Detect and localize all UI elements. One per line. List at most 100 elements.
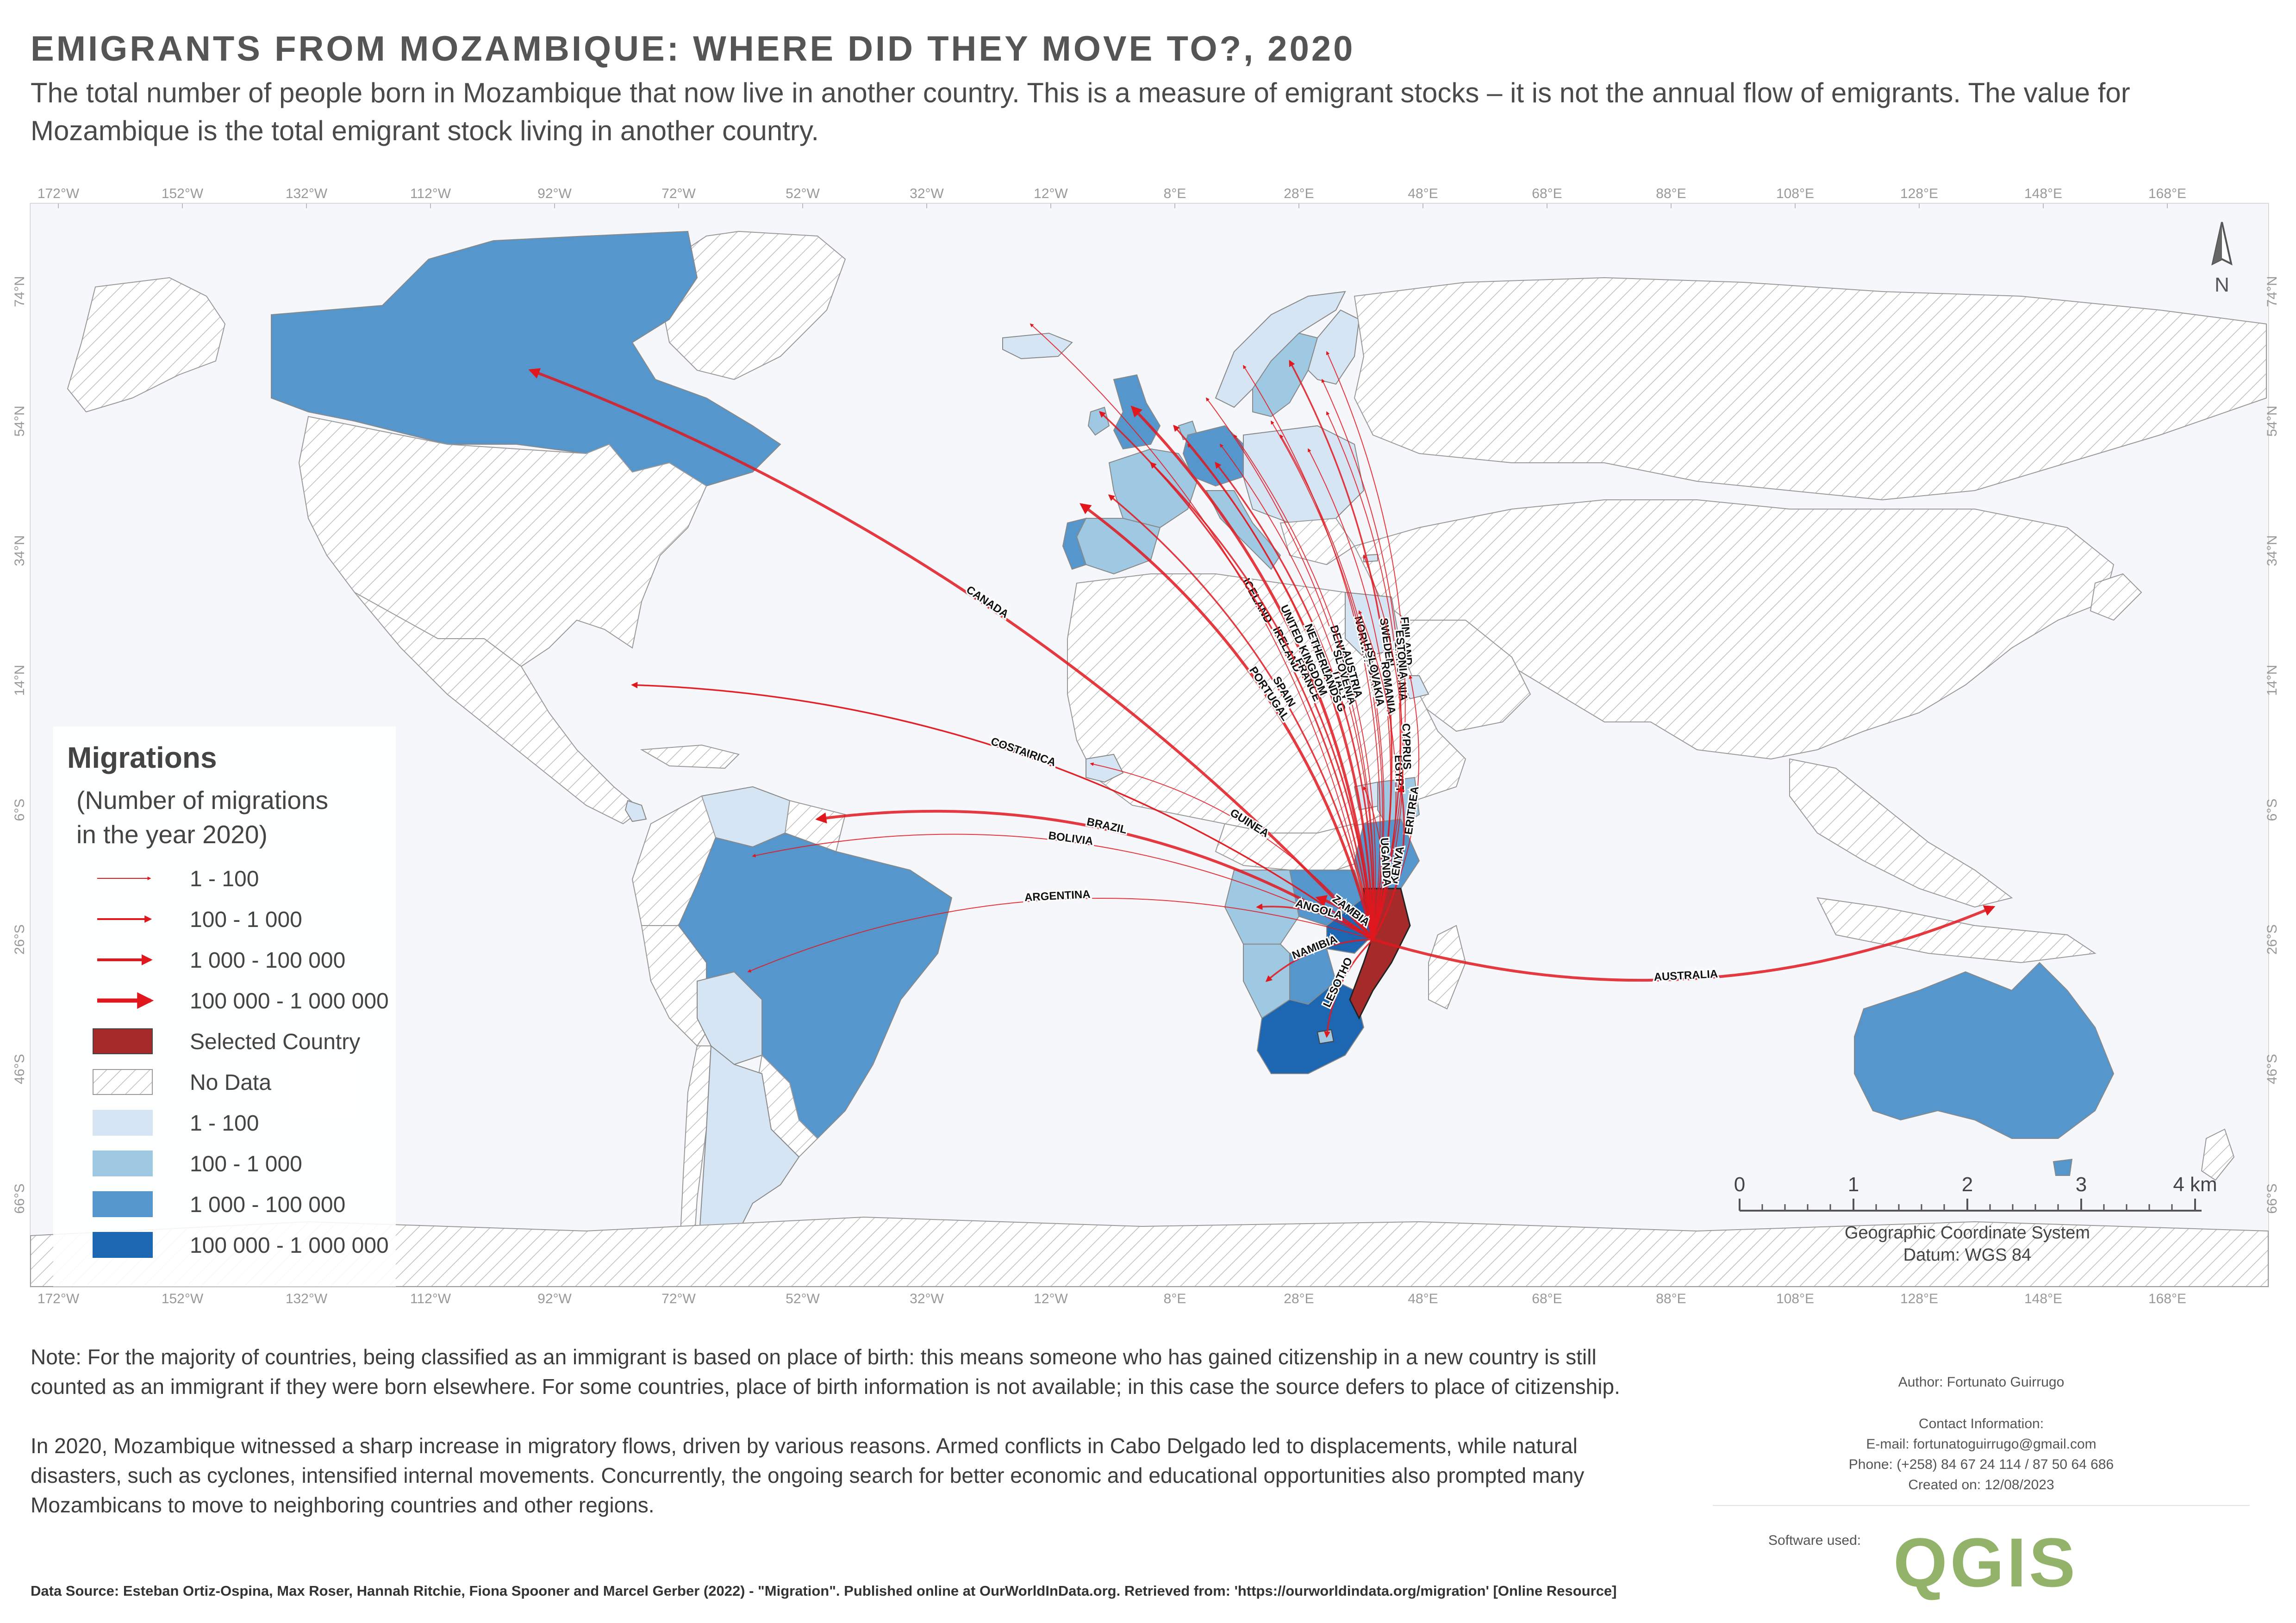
lon-label-top: 48°E [1408,186,1438,201]
flow-label-estonia: ESTONIA [1393,629,1410,679]
flow-arrow-egypt [1358,610,1397,940]
flow-arrow-slovenia [1220,443,1374,940]
legend-fill-1-label: 1 - 100 [190,1111,259,1136]
country-russia [1354,277,2267,501]
contact-phone: Phone: (+258) 84 67 24 114 / 87 50 64 68… [1848,1457,2114,1472]
country-argentina [696,1045,800,1269]
flow-arrow-italy [1215,461,1374,940]
lon-label-top: 8°E [1164,186,1186,201]
flow-arrow-argentina [747,898,1373,973]
lon-label-bottom: 48°E [1408,1291,1438,1306]
flow-arrow-spain [1108,494,1374,940]
lon-label-top: 132°W [286,186,328,201]
lon-label-bottom: 152°W [162,1291,204,1306]
country-guinea [1086,753,1124,783]
legend-fill-3-label: 1 000 - 100 000 [190,1193,346,1217]
lat-label-left: 74°N [12,276,27,307]
flow-arrow-cyprus [1363,554,1404,940]
legend-selected-label: Selected Country [190,1030,361,1054]
lon-label-bottom: 132°W [286,1291,328,1306]
author-box: Author: Fortunato Guirrugo Contact Infor… [1694,1333,2268,1583]
region-indonesia [1816,897,2096,964]
qgis-logo: QGIS [1893,1524,2078,1601]
flow-arrow-brazil [815,809,1374,941]
country-kenya [1377,777,1420,834]
country-eastern-europe [1243,425,1365,524]
country-portugal [1062,517,1087,570]
legend-fill-1-swatch [93,1110,153,1136]
country-lesotho [1316,1029,1335,1045]
flow-arrow-norway [1243,365,1381,940]
lon-label-bottom: 28°E [1284,1291,1314,1306]
country-france [1108,448,1198,529]
scale-label: 2 [1962,1173,1973,1196]
map-subtitle: The total number of people born in Mozam… [31,77,2130,146]
flow-arrow-kenya [1372,785,1405,940]
lat-label-left: 6°S [12,799,27,821]
lat-label-right: 74°N [2265,276,2280,307]
lon-label-bottom: 92°W [537,1291,572,1306]
legend-arrow-1-label: 1 - 100 [190,867,259,891]
flow-arrow-bolivia [752,833,1373,940]
lon-label-top: 128°E [1900,186,1938,201]
lat-label-left: 14°N [12,665,27,696]
flow-label-cyprus: CYPRUS [1399,723,1413,770]
lat-label-left: 34°N [12,535,27,566]
country-italy [1205,490,1281,570]
note-paragraph-2: In 2020, Mozambique witnessed a sharp in… [31,1434,1585,1517]
graticule-labels: 172°W 152°W 132°W 112°W 92°W 72°W 52°W 32°W 12°W… [12,186,2280,1306]
lat-label-left: 66°S [12,1183,27,1213]
lon-label-bottom: 128°E [1900,1291,1938,1306]
lon-label-bottom: 88°E [1656,1291,1686,1306]
software-used-label: Software used: [1768,1533,1861,1548]
lon-label-top: 152°W [162,186,204,201]
legend-fill-2-swatch [93,1150,153,1176]
lon-label-bottom: 32°W [910,1291,944,1306]
country-south-africa [1256,980,1365,1074]
flow-arrow-lesotho [1324,939,1374,1038]
lon-label-bottom: 148°E [2024,1291,2062,1306]
legend-arrow-4-label: 100 000 - 1 000 000 [190,989,389,1014]
country-usa-alaska [67,277,226,413]
country-caribbean [640,744,740,769]
country-canada [271,230,781,487]
lon-label-top: 168°E [2148,186,2186,201]
flow-arrow-united-kingdom [1130,405,1374,940]
flow-arrow-costa-rica [631,683,1373,940]
lat-label-right: 14°N [2265,665,2280,696]
legend-nodata-swatch [93,1069,153,1095]
legend-fill-4-label: 100 000 - 1 000 000 [190,1233,389,1258]
map-title: EMIGRANTS FROM MOZAMBIQUE: WHERE DID THE… [31,29,1355,68]
flow-arrow-iceland [1029,323,1373,940]
legend-title: Migrations [67,741,217,774]
legend-arrow-3-label: 1 000 - 100 000 [190,948,346,973]
lat-label-left: 46°S [12,1054,27,1084]
lon-label-bottom: 168°E [2148,1291,2186,1306]
lon-label-bottom: 72°W [661,1291,696,1306]
lon-label-top: 148°E [2024,186,2062,201]
flow-arrow-namibia [1265,939,1373,982]
world-map: 172°W 152°W 132°W 112°W 92°W 72°W 52°W 32°W 12°W… [12,186,2280,1306]
flow-arrow-canada [528,368,1374,941]
legend: Migrations (Number of migrations in the … [53,727,396,1287]
legend-nodata-label: No Data [190,1070,272,1095]
flow-arrow-estonia [1322,379,1402,940]
flow-arrow-austria [1234,434,1376,940]
country-usa [298,416,707,667]
lon-label-bottom: 172°W [37,1291,80,1306]
flow-label-argentina: ARGENTINA [1024,888,1091,904]
flow-arrow-portugal [1079,503,1374,940]
lon-label-bottom: 112°W [410,1291,451,1306]
flow-arrow-zambia [1315,895,1374,940]
country-finland [1307,309,1360,385]
data-source: Data Source: Esteban Ortiz-Ospina, Max R… [31,1583,1617,1599]
region-japan [2090,573,2142,621]
lat-label-right: 34°N [2265,535,2280,566]
note-paragraph-1: Note: For the majority of countries, bei… [31,1345,1620,1399]
lon-label-top: 68°E [1532,186,1562,201]
lon-label-bottom: 52°W [786,1291,820,1306]
lon-label-top: 92°W [537,186,572,201]
country-australia [1854,962,2115,1139]
region-southeast-asia [1789,758,2013,908]
legend-selected-swatch [93,1028,153,1054]
